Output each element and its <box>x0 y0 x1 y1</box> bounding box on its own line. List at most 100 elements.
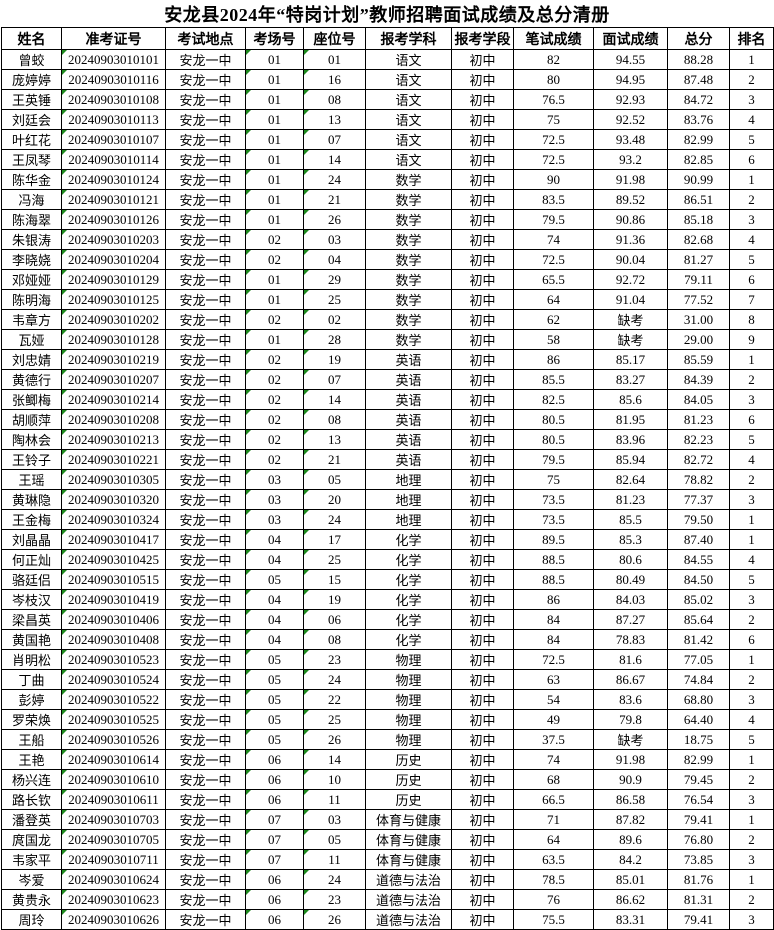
table-cell: 安龙一中 <box>165 769 246 790</box>
table-cell: 杨兴连 <box>1 769 62 790</box>
table-cell: 13 <box>303 429 366 450</box>
table-row: 庞婷婷 20240903010116 安龙一中 01 16 语文 初中 80 94.95 87.4… <box>1 69 774 90</box>
table-cell: 83.96 <box>593 429 668 450</box>
table-cell: 02 <box>245 349 304 370</box>
table-cell: 1 <box>729 49 774 70</box>
table-cell: 66.5 <box>513 789 594 810</box>
table-cell: 04 <box>245 609 304 630</box>
table-cell: 01 <box>245 209 304 230</box>
table-cell: 02 <box>245 409 304 430</box>
table-cell: 90 <box>513 169 594 190</box>
table-cell: 初中 <box>451 829 514 850</box>
table-cell: 02 <box>245 229 304 250</box>
table-cell: 84 <box>513 609 594 630</box>
table-cell: 02 <box>245 249 304 270</box>
table-cell: 20240903010523 <box>61 649 166 670</box>
table-cell: 初中 <box>451 849 514 870</box>
table-cell: 20240903010320 <box>61 489 166 510</box>
table-cell: 14 <box>303 389 366 410</box>
table-cell: 93.48 <box>593 129 668 150</box>
table-cell: 物理 <box>365 709 452 730</box>
table-cell: 13 <box>303 109 366 130</box>
table-cell: 85.17 <box>593 349 668 370</box>
table-cell: 5 <box>729 249 774 270</box>
table-cell: 05 <box>245 729 304 750</box>
page-title: 安龙县2024年“特岗计划”教师招聘面试成绩及总分清册 <box>164 4 610 25</box>
table-cell: 5 <box>729 129 774 150</box>
table-cell: 82.99 <box>667 129 730 150</box>
table-cell: 初中 <box>451 909 514 930</box>
table-cell: 82.23 <box>667 429 730 450</box>
table-cell: 20240903010125 <box>61 289 166 310</box>
table-cell: 72.5 <box>513 129 594 150</box>
table-cell: 初中 <box>451 209 514 230</box>
table-cell: 1 <box>729 169 774 190</box>
table-cell: 72.5 <box>513 649 594 670</box>
table-cell: 74 <box>513 229 594 250</box>
table-cell: 80 <box>513 69 594 90</box>
table-cell: 68 <box>513 769 594 790</box>
table-cell: 20240903010129 <box>61 269 166 290</box>
table-cell: 数学 <box>365 289 452 310</box>
table-cell: 74 <box>513 749 594 770</box>
table-cell: 20240903010626 <box>61 909 166 930</box>
table-cell: 85.64 <box>667 609 730 630</box>
table-cell: 初中 <box>451 309 514 330</box>
table-cell: 81.76 <box>667 869 730 890</box>
table-cell: 84 <box>513 629 594 650</box>
table-cell: 03 <box>303 229 366 250</box>
table-cell: 岑枝汉 <box>1 589 62 610</box>
table-cell: 安龙一中 <box>165 389 246 410</box>
table-cell: 85.5 <box>513 369 594 390</box>
table-cell: 安龙一中 <box>165 429 246 450</box>
table-cell: 4 <box>729 109 774 130</box>
table-cell: 20240903010114 <box>61 149 166 170</box>
table-cell: 9 <box>729 329 774 350</box>
table-cell: 20240903010524 <box>61 669 166 690</box>
table-cell: 20240903010624 <box>61 869 166 890</box>
table-cell: 初中 <box>451 429 514 450</box>
table-cell: 81.95 <box>593 409 668 430</box>
table-cell: 01 <box>245 289 304 310</box>
table-row: 庹国龙 20240903010705 安龙一中 07 05 体育与健康 初中 64 89.6 76… <box>1 829 774 850</box>
table-cell: 安龙一中 <box>165 469 246 490</box>
table-row: 彭婷 20240903010522 安龙一中 05 22 物理 初中 54 83.6 68.80 3 <box>1 689 774 710</box>
table-row: 陈海翠 20240903010126 安龙一中 01 26 数学 初中 79.5 90.86 85… <box>1 209 774 230</box>
column-header: 面试成绩 <box>593 27 668 50</box>
table-cell: 初中 <box>451 789 514 810</box>
table-cell: 王铃子 <box>1 449 62 470</box>
table-cell: 17 <box>303 529 366 550</box>
table-cell: 刘晶晶 <box>1 529 62 550</box>
table-cell: 韦家平 <box>1 849 62 870</box>
table-cell: 20240903010417 <box>61 529 166 550</box>
table-cell: 王凤琴 <box>1 149 62 170</box>
table-cell: 20240903010406 <box>61 609 166 630</box>
table-cell: 20240903010126 <box>61 209 166 230</box>
table-cell: 54 <box>513 689 594 710</box>
table-cell: 04 <box>303 249 366 270</box>
table-cell: 物理 <box>365 689 452 710</box>
table-cell: 11 <box>303 849 366 870</box>
table-cell: 地理 <box>365 489 452 510</box>
table-cell: 初中 <box>451 629 514 650</box>
table-cell: 03 <box>303 809 366 830</box>
table-cell: 地理 <box>365 469 452 490</box>
table-cell: 90.99 <box>667 169 730 190</box>
table-cell: 82 <box>513 49 594 70</box>
table-cell: 1 <box>729 809 774 830</box>
table-cell: 75 <box>513 469 594 490</box>
table-cell: 84.2 <box>593 849 668 870</box>
table-cell: 80.6 <box>593 549 668 570</box>
table-cell: 初中 <box>451 189 514 210</box>
table-cell: 冯海 <box>1 189 62 210</box>
table-cell: 数学 <box>365 209 452 230</box>
table-cell: 安龙一中 <box>165 289 246 310</box>
table-cell: 安龙一中 <box>165 909 246 930</box>
table-cell: 21 <box>303 449 366 470</box>
table-cell: 安龙一中 <box>165 329 246 350</box>
table-cell: 安龙一中 <box>165 509 246 530</box>
table-cell: 23 <box>303 649 366 670</box>
table-cell: 84.05 <box>667 389 730 410</box>
table-cell: 14 <box>303 749 366 770</box>
table-cell: 82.64 <box>593 469 668 490</box>
